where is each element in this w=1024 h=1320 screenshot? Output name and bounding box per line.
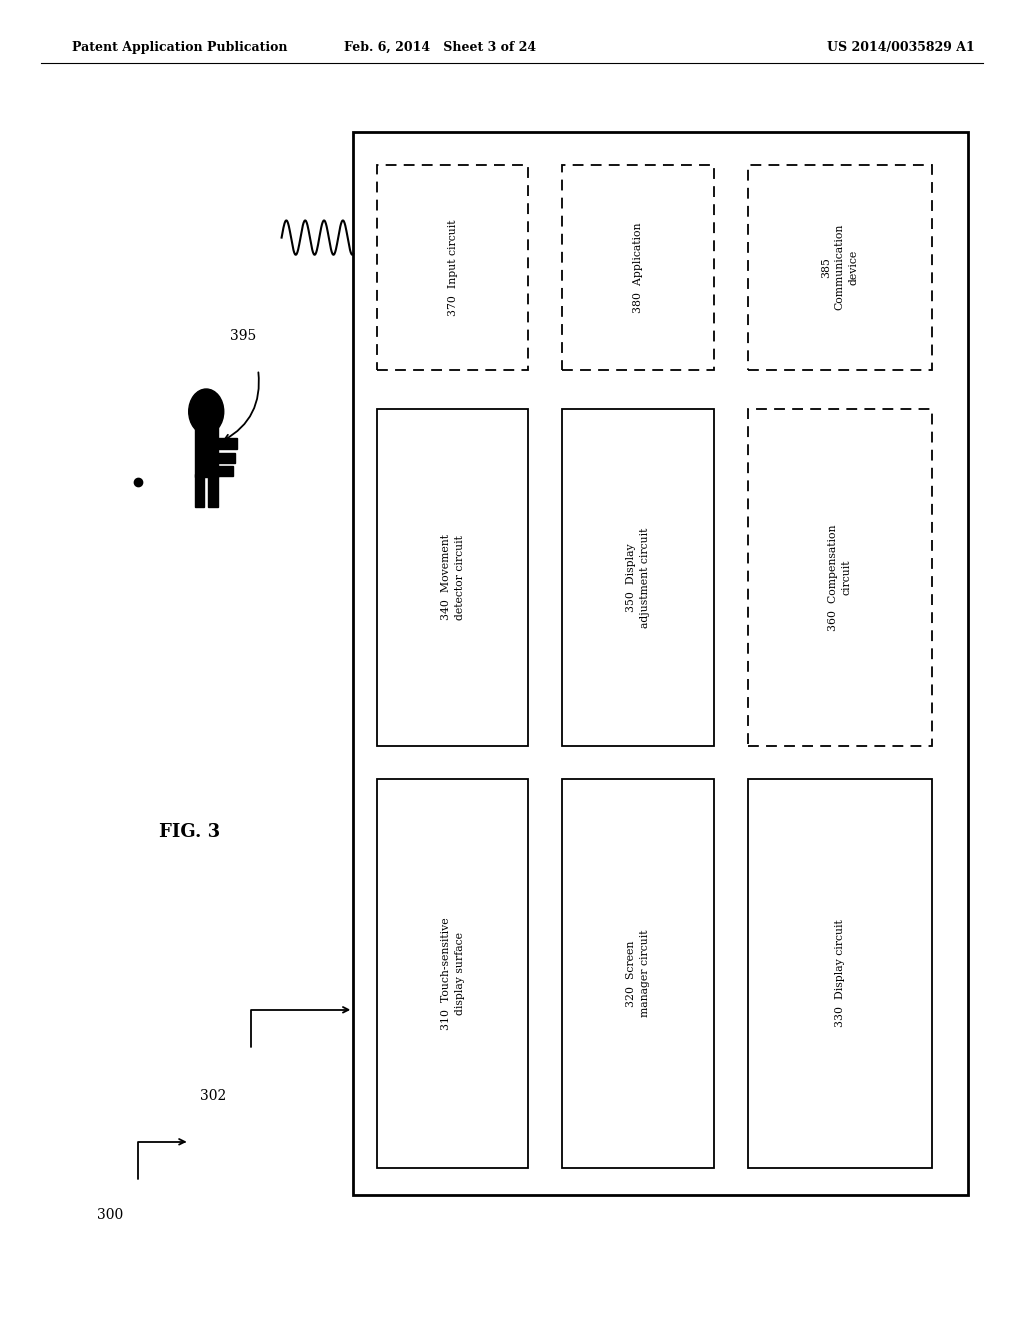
Text: 340  Movement
detector circuit: 340 Movement detector circuit	[440, 535, 465, 620]
Text: 350  Display
adjustment circuit: 350 Display adjustment circuit	[626, 527, 650, 628]
Text: FIG. 3: FIG. 3	[159, 822, 220, 841]
Bar	[377, 409, 528, 746]
Text: Patent Application Publication: Patent Application Publication	[72, 41, 287, 54]
Text: 380  Application: 380 Application	[633, 222, 643, 313]
Bar	[748, 779, 932, 1168]
Text: 360  Compensation
circuit: 360 Compensation circuit	[827, 524, 852, 631]
Text: 300: 300	[97, 1208, 124, 1222]
Bar	[195, 474, 205, 507]
Bar	[218, 438, 238, 449]
Bar	[218, 453, 236, 463]
Bar	[562, 409, 714, 746]
Bar	[353, 132, 968, 1195]
Bar	[377, 165, 528, 370]
Circle shape	[188, 389, 224, 434]
Text: US 2014/0035829 A1: US 2014/0035829 A1	[827, 41, 975, 54]
Text: 302: 302	[200, 1089, 226, 1104]
Text: 395: 395	[230, 329, 257, 343]
Bar	[562, 779, 714, 1168]
Bar	[562, 165, 714, 370]
Bar	[218, 466, 233, 475]
Bar	[195, 421, 218, 477]
Bar	[208, 474, 218, 507]
Text: 370  Input circuit: 370 Input circuit	[447, 219, 458, 315]
Text: 385
Communication
device: 385 Communication device	[820, 224, 859, 310]
Text: 330  Display circuit: 330 Display circuit	[835, 920, 845, 1027]
Bar	[748, 409, 932, 746]
Text: Feb. 6, 2014   Sheet 3 of 24: Feb. 6, 2014 Sheet 3 of 24	[344, 41, 537, 54]
Bar	[377, 779, 528, 1168]
Text: 310  Touch-sensitive
display surface: 310 Touch-sensitive display surface	[440, 917, 465, 1030]
Bar	[748, 165, 932, 370]
Text: 320  Screen
manager circuit: 320 Screen manager circuit	[626, 929, 650, 1018]
